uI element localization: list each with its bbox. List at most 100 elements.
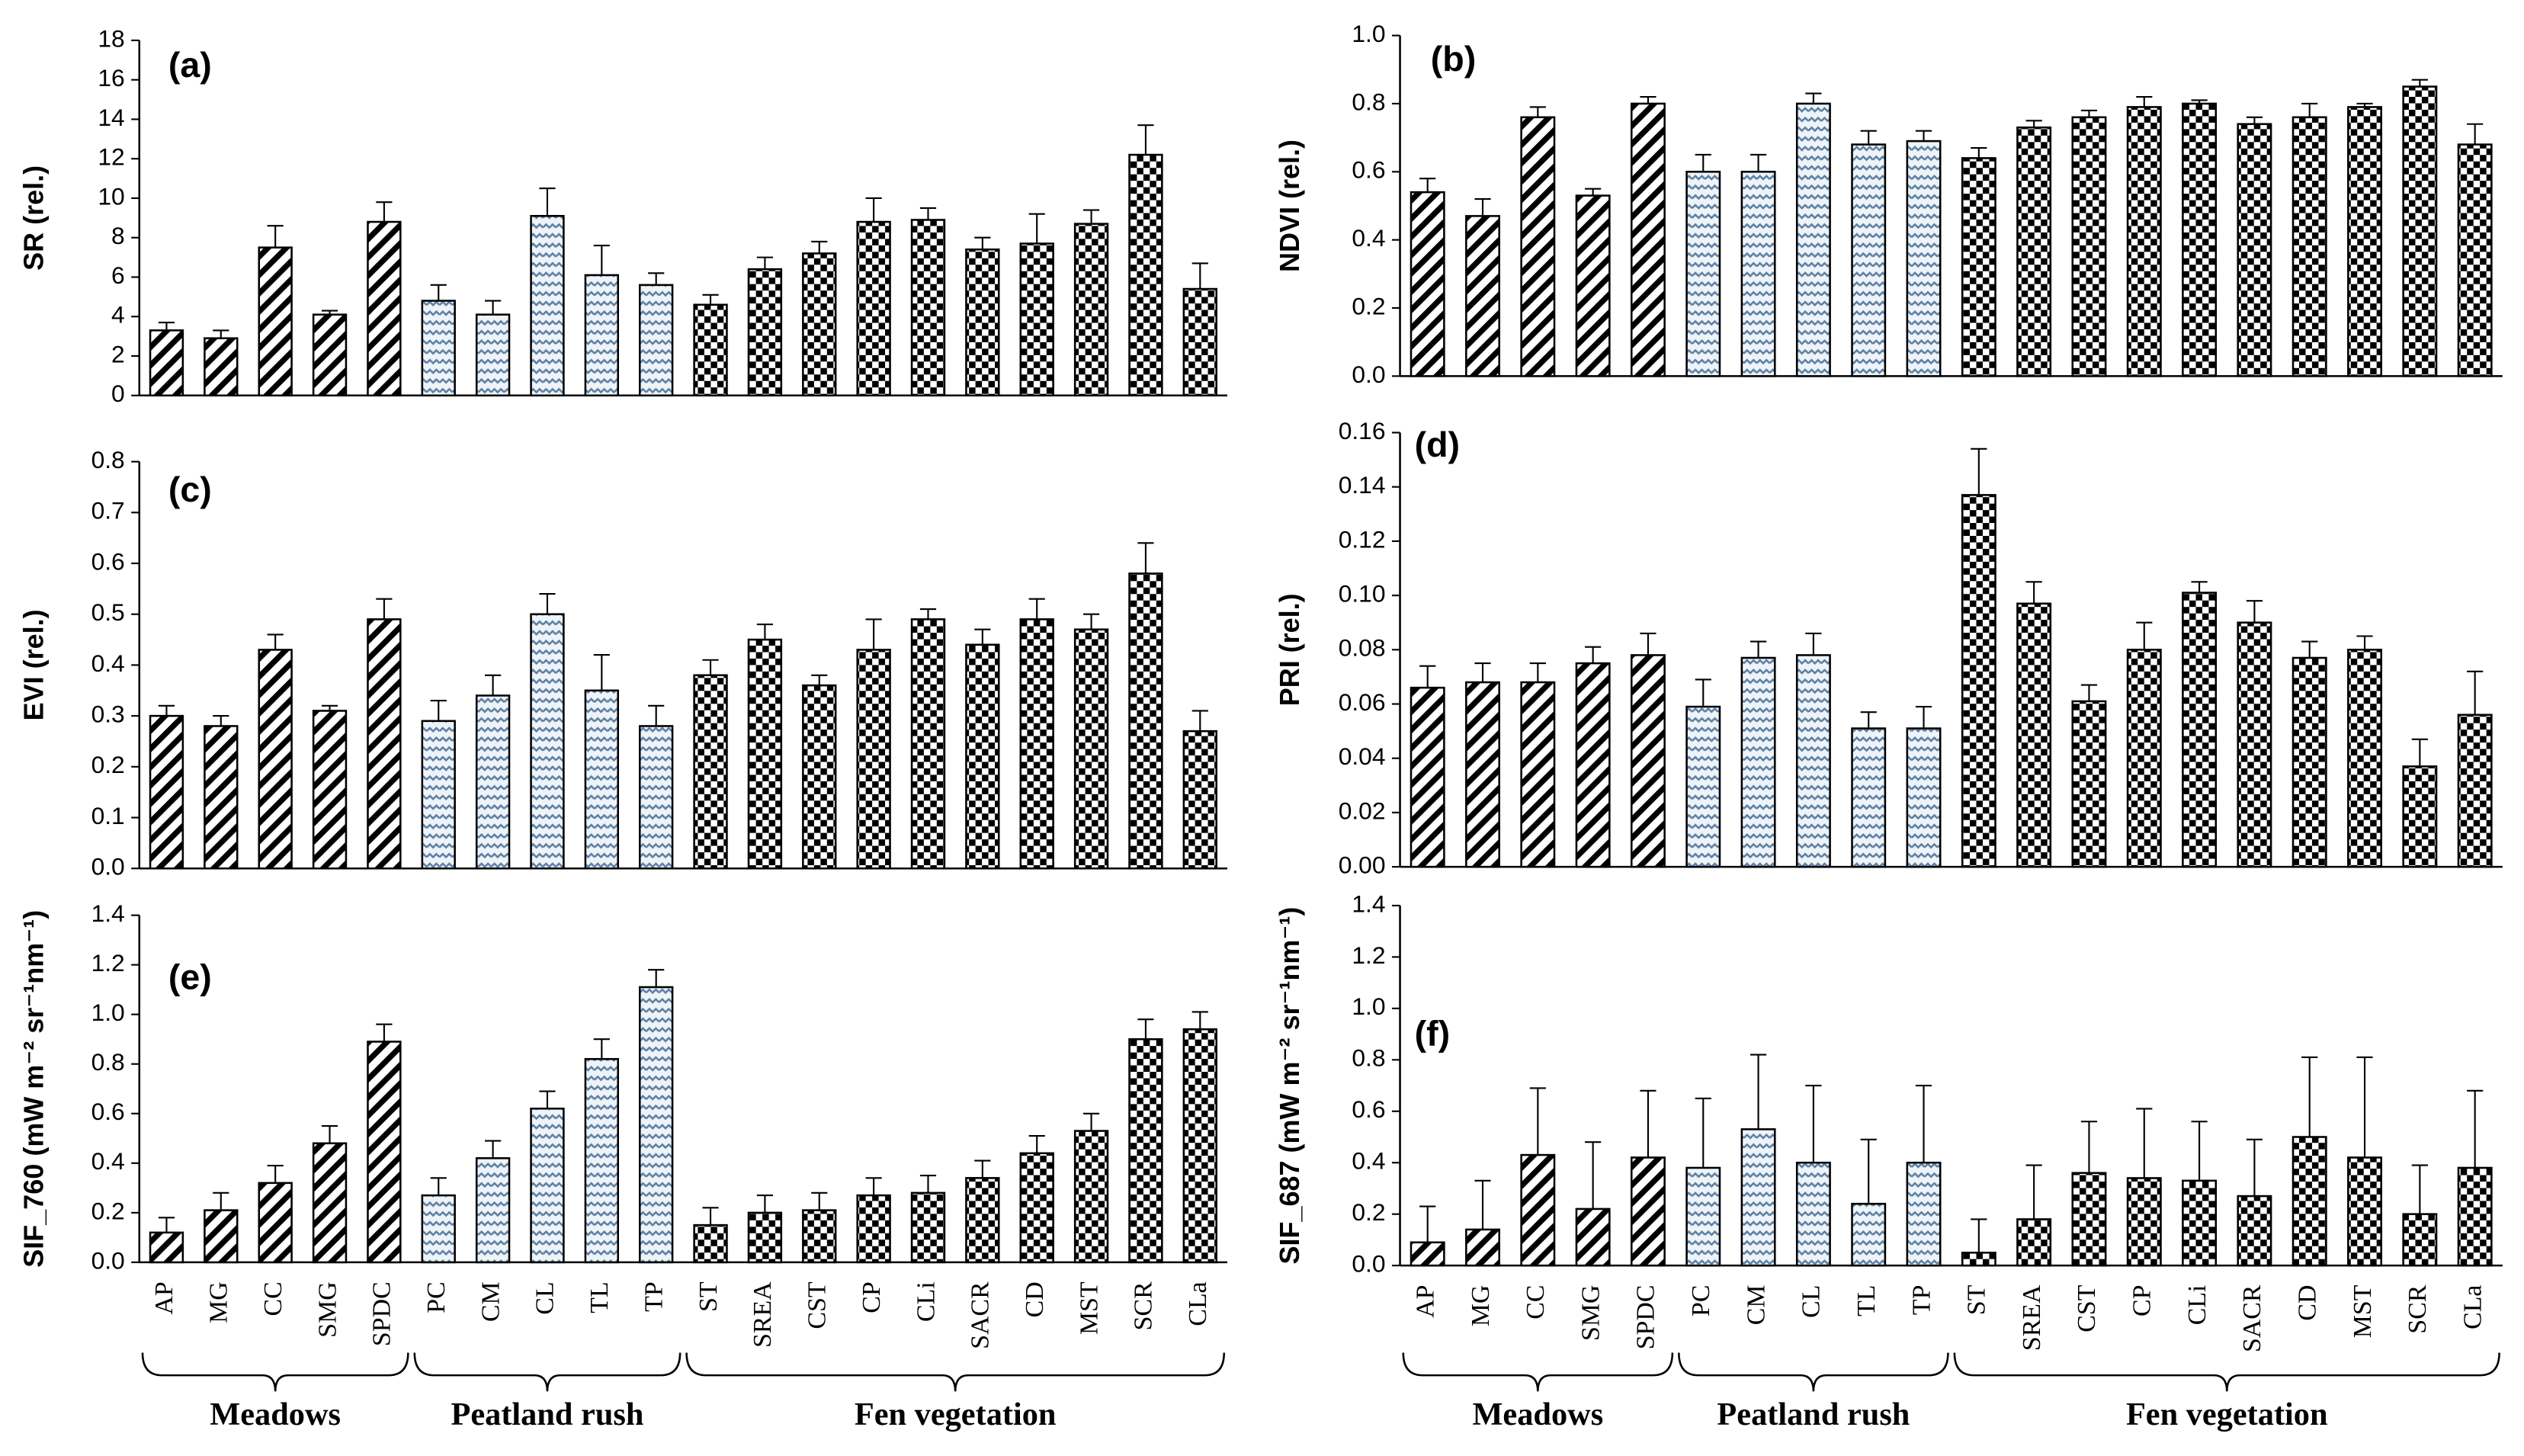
x-tick-label: CLa [2458,1285,2487,1329]
y-axis-title: SR (rel.) [18,165,50,271]
y-tick-label: 0.2 [91,1197,125,1224]
y-tick-label: 0.0 [1352,1250,1385,1278]
error-bar [2246,1138,2263,1197]
y-axis-title: NDVI (rel.) [1274,140,1305,272]
error-bar [919,207,937,220]
bar [1520,1153,1556,1267]
y-tick-label: 0.08 [1339,634,1386,662]
bar [2457,714,2493,868]
error-bar [1915,706,1932,729]
x-tick-label: CST [2073,1284,2101,1332]
error-bar [1860,1138,1877,1204]
x-tick-label: CC [1522,1285,1550,1320]
bar [965,1177,1000,1264]
error-bar [593,245,610,275]
error-bar [1695,1097,1711,1168]
error-bar [2301,1056,2318,1137]
y-axis-title: EVI (rel.) [18,609,50,720]
error-bar [1137,1018,1154,1040]
error-bar [1971,146,1987,159]
error-bar [2246,116,2263,124]
y-tick-label: 0.8 [1352,1044,1385,1072]
bar [802,252,837,397]
error-bar [1082,209,1100,224]
error-bar [2025,581,2042,604]
error-bar [1695,678,1711,707]
bar [1630,654,1666,868]
x-tick-label: TL [1852,1285,1881,1316]
bar [693,1223,728,1264]
bar [367,618,402,870]
error-bar [158,1217,175,1233]
error-bar [2136,1108,2153,1179]
bar [1740,171,1776,377]
error-bar [1028,1134,1045,1153]
error-bar [2411,738,2428,767]
bar [258,1182,293,1264]
bar [1685,705,1721,868]
bar [1465,1228,1500,1267]
x-tick-label: SMG [1576,1285,1605,1341]
bar [2402,1213,2438,1267]
error-bar [2467,1089,2484,1168]
x-tick-label: CD [1021,1281,1049,1317]
bar [1795,654,1831,868]
y-tick-label: 0.3 [91,701,125,728]
y-tick-label: 0.6 [91,1098,125,1125]
panel-label: (c) [168,470,212,509]
y-tick-label: 2 [111,340,125,367]
panel-label: (e) [168,957,212,997]
bar [584,1057,620,1264]
error-bar [702,1207,719,1226]
error-bar [430,1177,447,1196]
error-bar [702,659,719,675]
error-bar [321,309,338,315]
bar [2237,621,2272,868]
error-bar [376,1023,393,1042]
error-bar [539,187,556,216]
error-bar [1640,1089,1656,1158]
y-tick-label: 0.4 [1352,1147,1385,1175]
x-tick-label: SREA [2018,1284,2046,1351]
bar [1630,102,1666,377]
bar [530,215,565,397]
bar [2182,1179,2218,1267]
bar [2291,1136,2327,1267]
error-bar [811,674,828,686]
y-tick-label: 0.2 [1352,292,1385,319]
error-bar [2191,99,2208,104]
bar [312,1142,348,1264]
y-tick-label: 0.2 [91,751,125,778]
y-tick-label: 1.0 [91,999,125,1026]
y-tick-label: 0.06 [1339,688,1386,716]
x-tick-label: CC [259,1281,287,1316]
bar [747,1211,783,1264]
error-bar [213,715,229,726]
x-tick-label: SCR [1130,1281,1158,1330]
x-tick-label: ST [694,1281,723,1312]
error-bar [1805,92,1822,104]
group-brace [1678,1352,1949,1392]
error-bar [974,236,991,250]
error-bar [376,201,393,223]
error-bar [2301,640,2318,658]
error-bar [158,704,175,717]
error-bar [2411,1164,2428,1214]
bar [530,1108,565,1264]
error-bar [2467,123,2484,145]
group-label: Peatland rush [1717,1397,1910,1432]
error-bar [1137,542,1154,574]
error-bar [2356,1056,2373,1158]
bar [747,638,783,870]
bar [258,649,293,870]
y-tick-label: 0.8 [91,1048,125,1076]
bar [1073,628,1109,870]
bar [421,1194,456,1264]
x-tick-label: CL [1798,1285,1826,1318]
error-bar [1585,1141,1602,1209]
error-bar [2356,635,2373,650]
bar [2237,123,2272,377]
error-bar [648,969,665,987]
bar [2016,1218,2052,1267]
error-bar [376,598,393,620]
